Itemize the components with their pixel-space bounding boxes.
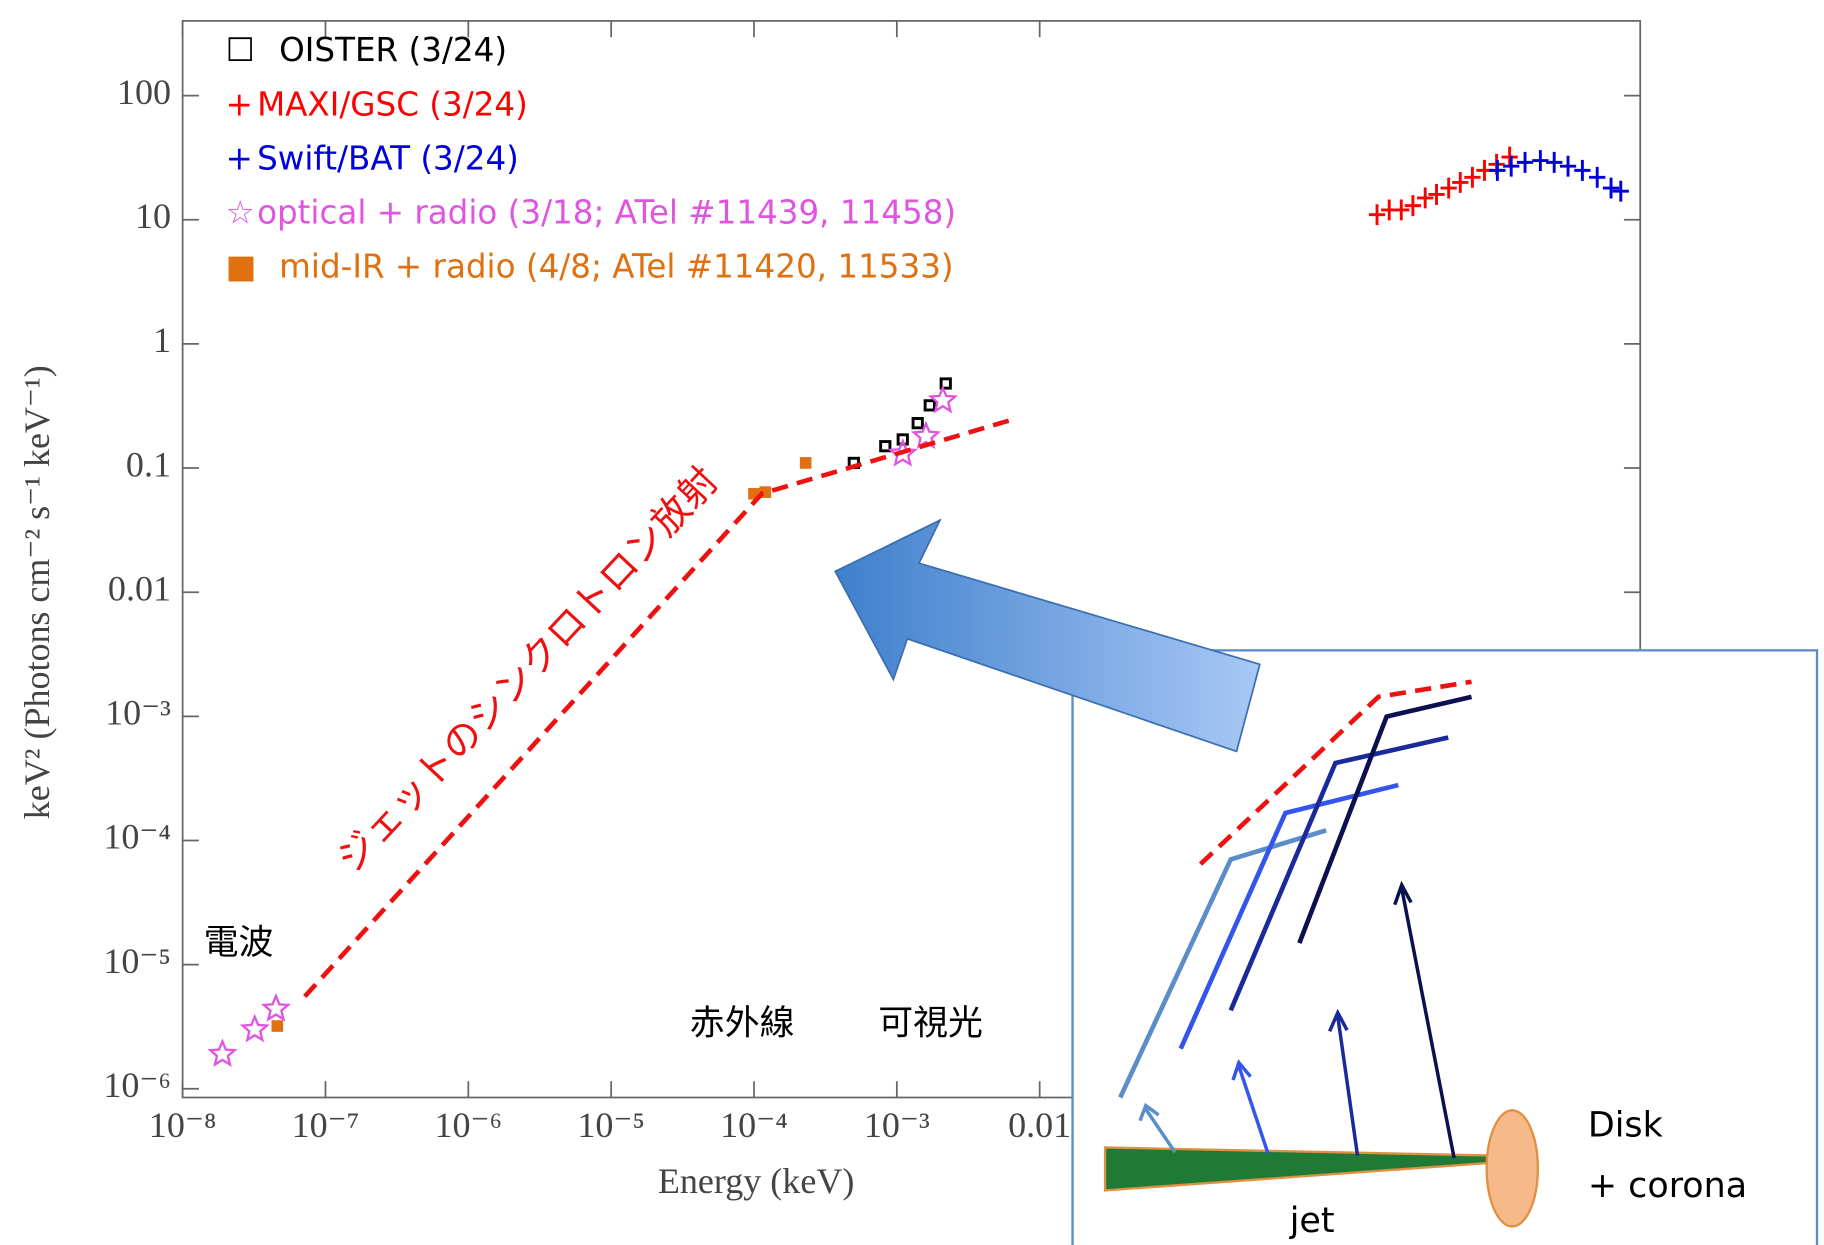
data-point (1603, 178, 1619, 199)
data-point (264, 996, 288, 1019)
x-tick-label: 10⁻⁷ (292, 1105, 360, 1145)
y-axis-label: keV² (Photons cm⁻² s⁻¹ keV⁻¹) (17, 365, 57, 819)
legend-label: mid-IR + radio (4/8; ATel #11420, 11533) (279, 247, 953, 285)
big-arrow (835, 520, 1260, 751)
y-tick-label: 10⁻⁶ (103, 1065, 171, 1105)
y-tick-label: 0.1 (126, 444, 171, 484)
legend-label: MAXI/GSC (3/24) (257, 85, 528, 123)
y-tick-label: 10 (135, 196, 171, 236)
y-tick-label: 10⁻⁵ (103, 941, 171, 981)
legend-marker: + (226, 85, 253, 123)
y-tick-label: 0.01 (108, 568, 171, 608)
data-point (1517, 152, 1533, 173)
page: {"chart_data": { "type": "scatter", "xla… (0, 0, 1824, 1245)
annotation: 赤外線 (690, 1003, 795, 1043)
data-point (271, 1020, 283, 1032)
x-tick-label: 10⁻⁴ (720, 1105, 788, 1145)
legend-label: OISTER (3/24) (279, 31, 507, 69)
x-tick-label: 10⁻⁵ (577, 1105, 645, 1145)
chart: 10⁻⁸ 10⁻⁷ 10⁻⁶ 10⁻⁵ 10⁻⁴ 10⁻³ 0.01 10⁻⁶ 10⁻⁵ 10⁻⁴… (0, 0, 1824, 1245)
data-point (1503, 156, 1519, 177)
data-point (1546, 152, 1562, 173)
inset-label: Disk (1588, 1106, 1664, 1146)
data-point (1393, 199, 1409, 220)
data-point (925, 401, 934, 410)
y-tick-label: 10⁻⁴ (103, 817, 171, 857)
annotation: 可視光 (878, 1003, 983, 1043)
x-tick-label: 10⁻³ (864, 1105, 930, 1145)
data-point (1532, 150, 1548, 171)
data-point (243, 1017, 267, 1040)
y-tick-label: 1 (153, 320, 171, 360)
data-point (1589, 167, 1605, 188)
data-point (210, 1041, 234, 1064)
legend-marker: ☆ (226, 193, 255, 231)
annotation: ジェットのシンクロトロン放射 (328, 458, 727, 881)
inset: Disk + corona jet (1073, 650, 1817, 1245)
legend-label: optical + radio (3/18; ATel #11439, 1145… (257, 193, 956, 231)
disk-shape (1487, 1110, 1538, 1226)
data-point (1613, 181, 1629, 202)
x-tick-label: 10⁻⁶ (434, 1105, 502, 1145)
inset-label: + corona (1588, 1166, 1747, 1206)
x-axis-label: Energy (keV) (658, 1161, 855, 1201)
legend-label: Swift/BAT (3/24) (257, 139, 519, 177)
data-point (1560, 156, 1576, 177)
legend: ☐ OISTER (3/24) +MAXI/GSC (3/24)+Swift/BAT… (226, 31, 956, 285)
x-tick-label: 0.01 (1008, 1105, 1071, 1145)
data-point (800, 457, 812, 469)
legend-marker: ☐ (226, 31, 255, 69)
x-tick-label: 10⁻⁸ (149, 1105, 217, 1145)
data-point (1452, 172, 1468, 193)
y-tick-label: 10⁻³ (105, 693, 171, 733)
data-point (1574, 160, 1590, 181)
inset-label: jet (1289, 1201, 1335, 1241)
y-tick-label: 100 (117, 72, 171, 112)
data-point (1369, 204, 1385, 225)
legend-marker: + (226, 139, 253, 177)
data-point (913, 419, 922, 428)
legend-marker: ■ (226, 247, 257, 285)
annotation: 電波 (204, 923, 274, 963)
